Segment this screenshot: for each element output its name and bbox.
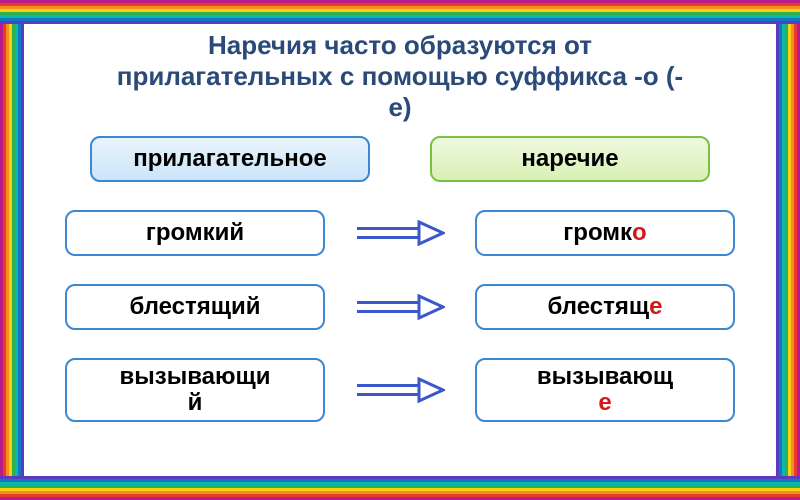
slide-frame: Наречия часто образуются от прилагательн… xyxy=(0,0,800,500)
adverb-suffix: е xyxy=(598,389,611,416)
adjective-text: вызывающий xyxy=(120,364,271,414)
adverb-cell: блестяще xyxy=(475,284,735,330)
content-area: Наречия часто образуются от прилагательн… xyxy=(40,30,760,470)
arrow-wrap xyxy=(355,218,445,248)
pair-row: громкий громко xyxy=(40,210,760,256)
adverb-cell: громко xyxy=(475,210,735,256)
arrow-icon xyxy=(355,294,445,320)
arrow-wrap xyxy=(355,375,445,405)
arrow-icon xyxy=(355,220,445,246)
adverb-suffix: о xyxy=(632,220,647,245)
adjective-cell: вызывающий xyxy=(65,358,325,422)
slide-title: Наречия часто образуются от прилагательн… xyxy=(40,30,760,124)
header-row: прилагательное наречие xyxy=(40,136,760,182)
adverb-root: громк xyxy=(563,220,632,245)
pair-row: блестящий блестяще xyxy=(40,284,760,330)
adverb-root: блестящ xyxy=(548,294,650,319)
header-adverb: наречие xyxy=(430,136,710,182)
adverb-suffix: е xyxy=(649,294,662,319)
adjective-cell: блестящий xyxy=(65,284,325,330)
title-line-2: прилагательных с помощью суффикса -о (- xyxy=(117,61,683,91)
arrow-icon xyxy=(355,377,445,403)
title-line-1: Наречия часто образуются от xyxy=(208,30,592,60)
pair-row: вызывающий вызывающе xyxy=(40,358,760,422)
adjective-text: громкий xyxy=(146,220,244,245)
adjective-cell: громкий xyxy=(65,210,325,256)
adjective-text: блестящий xyxy=(129,294,260,319)
header-adverb-label: наречие xyxy=(521,145,618,173)
header-adjective: прилагательное xyxy=(90,136,370,182)
adverb-cell: вызывающе xyxy=(475,358,735,422)
adverb-text: вызывающе xyxy=(537,364,673,414)
arrow-wrap xyxy=(355,292,445,322)
title-line-3: е) xyxy=(388,92,411,122)
header-adjective-label: прилагательное xyxy=(133,145,326,173)
